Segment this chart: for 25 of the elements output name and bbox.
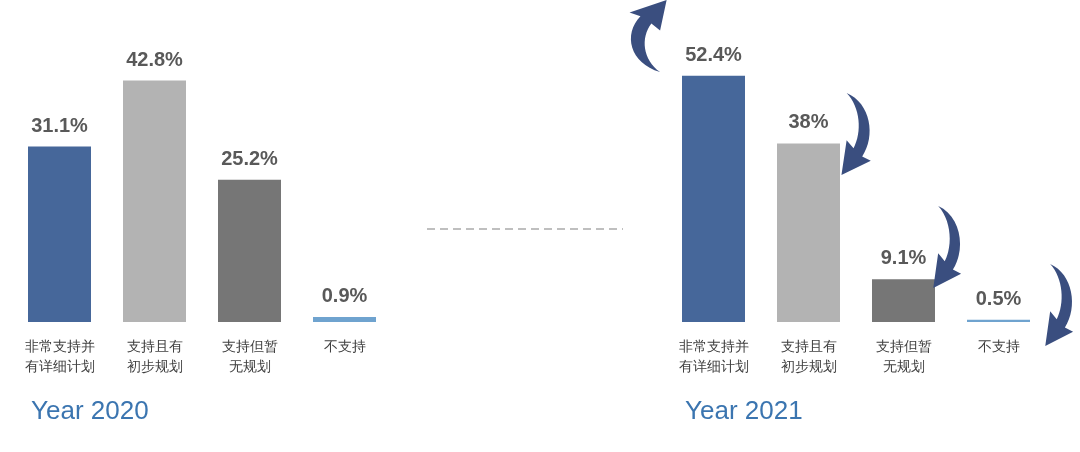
x-tick-label: 支持但暂无规划 — [221, 338, 278, 374]
x-tick-label: 非常支持并有详细计划 — [678, 338, 749, 374]
data-label: 25.2% — [221, 146, 279, 169]
data-label: 38% — [788, 110, 829, 133]
bar — [218, 179, 281, 322]
bar — [313, 316, 376, 322]
x-tick-label: 不支持 — [977, 338, 1020, 354]
bar — [28, 146, 91, 322]
bar — [123, 80, 186, 322]
data-label: 42.8% — [126, 47, 184, 70]
x-tick-label: 支持且有初步规划 — [126, 338, 183, 374]
bar — [872, 279, 935, 322]
x-tick-label: 不支持 — [323, 338, 366, 354]
text: Year 2021 — [685, 395, 803, 425]
x-tick-label: 非常支持并有详细计划 — [24, 338, 95, 374]
x-tick-label: 支持但暂无规划 — [875, 338, 932, 374]
x-tick-label: 支持且有初步规划 — [780, 338, 837, 374]
data-label: 52.4% — [685, 42, 743, 65]
data-label: 31.1% — [31, 113, 89, 136]
bar — [777, 143, 840, 322]
data-label: 0.5% — [975, 286, 1022, 309]
data-label: 9.1% — [880, 246, 927, 269]
text: Year 2020 — [31, 395, 149, 425]
data-label: 0.9% — [321, 283, 368, 306]
bar — [682, 75, 745, 322]
